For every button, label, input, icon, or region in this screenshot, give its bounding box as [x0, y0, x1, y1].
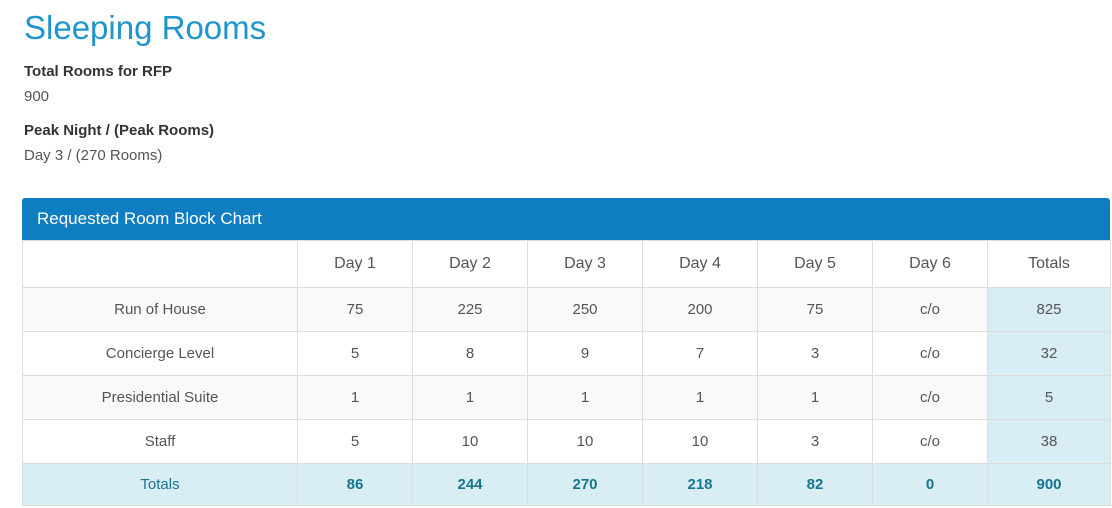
table-header-row: Day 1 Day 2 Day 3 Day 4 Day 5 Day 6 Tota…: [22, 239, 1111, 288]
cell-value: 1: [757, 374, 873, 420]
cell-value: c/o: [872, 418, 988, 464]
cell-value: 1: [412, 374, 528, 420]
cell-value: 3: [757, 418, 873, 464]
column-header-day3: Day 3: [527, 239, 643, 288]
peak-night-value: Day 3 / (270 Rooms): [24, 147, 163, 165]
page-title: Sleeping Rooms: [24, 9, 267, 46]
row-total: 38: [987, 418, 1111, 464]
row-total: 5: [987, 374, 1111, 420]
column-header-empty: [22, 239, 298, 288]
cell-value: c/o: [872, 286, 988, 332]
column-header-totals: Totals: [987, 239, 1111, 288]
cell-value: 3: [757, 330, 873, 376]
cell-value: 10: [642, 418, 758, 464]
totals-cell-value: 270: [527, 462, 643, 506]
totals-row-label: Totals: [22, 462, 298, 506]
column-header-day1: Day 1: [297, 239, 413, 288]
panel-header: Requested Room Block Chart: [22, 197, 1110, 240]
table-row-totals: Totals 86 244 270 218 82 0 900: [22, 462, 1111, 506]
panel-title: Requested Room Block Chart: [37, 208, 262, 228]
cell-value: 7: [642, 330, 758, 376]
grand-total: 900: [987, 462, 1111, 506]
cell-value: 1: [297, 374, 413, 420]
cell-value: c/o: [872, 330, 988, 376]
total-rooms-value: 900: [24, 88, 50, 106]
field-total-rooms: Total Rooms for RFP 900: [22, 62, 1112, 106]
table-row-staff: Staff 5 10 10 10 3 c/o 38: [22, 418, 1111, 464]
room-block-table: Day 1 Day 2 Day 3 Day 4 Day 5 Day 6 Tota…: [22, 239, 1111, 506]
totals-cell-value: 82: [757, 462, 873, 506]
totals-cell-value: 218: [642, 462, 758, 506]
cell-value: 5: [297, 330, 413, 376]
totals-cell-value: 0: [872, 462, 988, 506]
row-total: 825: [987, 286, 1111, 332]
cell-value: 10: [412, 418, 528, 464]
totals-cell-value: 244: [412, 462, 528, 506]
column-header-day2: Day 2: [412, 239, 528, 288]
cell-value: 8: [412, 330, 528, 376]
cell-value: c/o: [872, 374, 988, 420]
cell-value: 250: [527, 286, 643, 332]
cell-value: 10: [527, 418, 643, 464]
table-row-presidential-suite: Presidential Suite 1 1 1 1 1 c/o 5: [22, 374, 1111, 420]
row-label: Run of House: [22, 286, 298, 332]
row-label: Staff: [22, 418, 298, 464]
row-label: Concierge Level: [22, 330, 298, 376]
table-row-concierge-level: Concierge Level 5 8 9 7 3 c/o 32: [22, 330, 1111, 376]
page-content: Sleeping Rooms Total Rooms for RFP 900 P…: [0, 6, 1112, 506]
column-header-day4: Day 4: [642, 239, 758, 288]
peak-night-label: Peak Night / (Peak Rooms): [24, 121, 215, 139]
column-header-day5: Day 5: [757, 239, 873, 288]
room-block-panel: Requested Room Block Chart Day 1 Day 2 D…: [22, 197, 1111, 506]
row-label: Presidential Suite: [22, 374, 298, 420]
cell-value: 75: [757, 286, 873, 332]
cell-value: 1: [642, 374, 758, 420]
cell-value: 1: [527, 374, 643, 420]
cell-value: 225: [412, 286, 528, 332]
cell-value: 5: [297, 418, 413, 464]
cell-value: 200: [642, 286, 758, 332]
cell-value: 75: [297, 286, 413, 332]
table-row-run-of-house: Run of House 75 225 250 200 75 c/o 825: [22, 286, 1111, 332]
cell-value: 9: [527, 330, 643, 376]
totals-cell-value: 86: [297, 462, 413, 506]
column-header-day6: Day 6: [872, 239, 988, 288]
field-peak-night: Peak Night / (Peak Rooms) Day 3 / (270 R…: [22, 121, 1112, 165]
total-rooms-label: Total Rooms for RFP: [24, 62, 173, 80]
row-total: 32: [987, 330, 1111, 376]
